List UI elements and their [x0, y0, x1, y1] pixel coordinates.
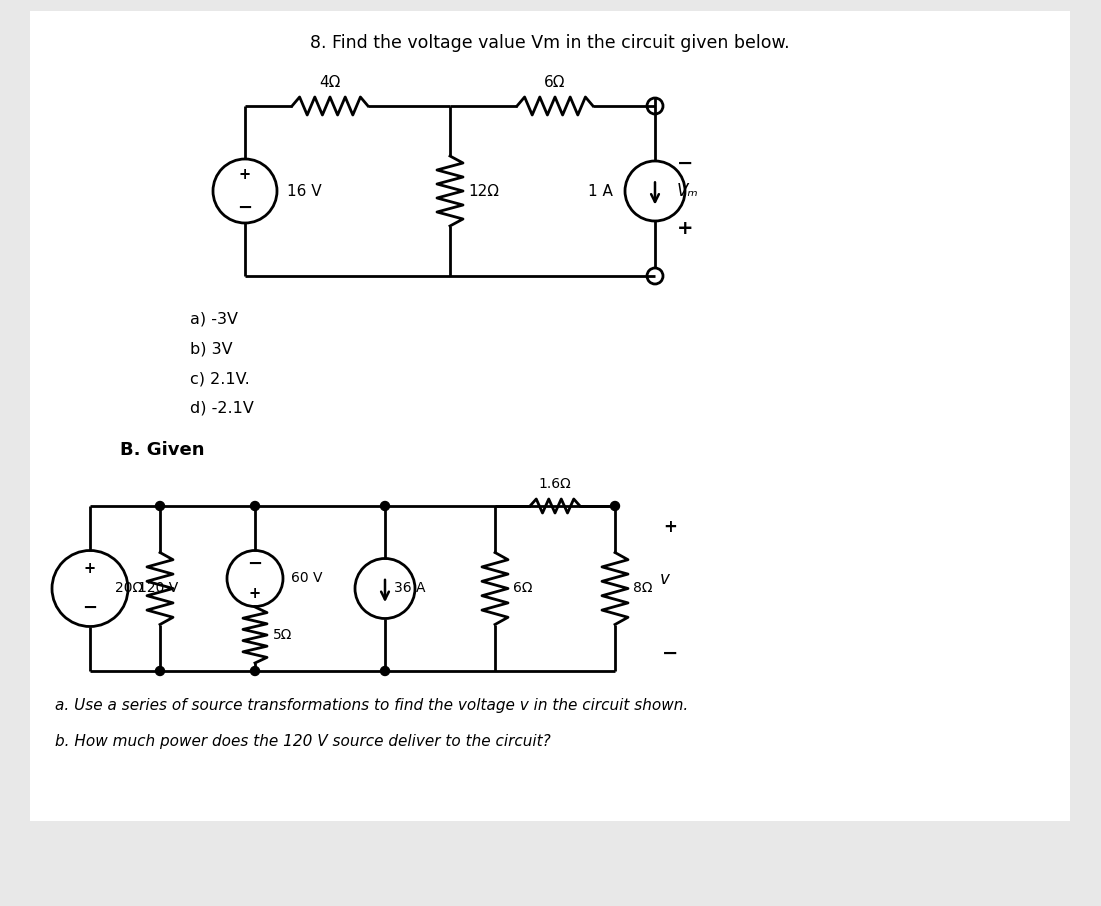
- Text: 6Ω: 6Ω: [513, 582, 533, 595]
- Text: 1 A: 1 A: [588, 184, 613, 198]
- Circle shape: [610, 502, 620, 510]
- Circle shape: [155, 502, 164, 510]
- Text: −: −: [83, 599, 98, 617]
- Circle shape: [155, 667, 164, 676]
- Text: −: −: [662, 644, 678, 663]
- Text: 36 A: 36 A: [393, 582, 425, 595]
- Text: +: +: [84, 561, 96, 576]
- Circle shape: [381, 667, 390, 676]
- Text: 60 V: 60 V: [291, 572, 323, 585]
- Text: +: +: [239, 167, 251, 182]
- Text: Vₘ: Vₘ: [677, 182, 699, 200]
- Text: 16 V: 16 V: [287, 184, 321, 198]
- Text: 5Ω: 5Ω: [273, 628, 293, 642]
- Text: 1.6Ω: 1.6Ω: [538, 477, 571, 491]
- Text: 120 V: 120 V: [138, 582, 178, 595]
- Circle shape: [251, 667, 260, 676]
- Text: −: −: [248, 555, 262, 573]
- Text: 8Ω: 8Ω: [633, 582, 653, 595]
- Text: +: +: [249, 585, 261, 601]
- Circle shape: [381, 502, 390, 510]
- Text: 12Ω: 12Ω: [468, 184, 499, 198]
- Text: a. Use a series of source transformations to find the voltage v in the circuit s: a. Use a series of source transformation…: [55, 698, 688, 713]
- Text: d) -2.1V: d) -2.1V: [190, 401, 254, 416]
- Text: b. How much power does the 120 V source deliver to the circuit?: b. How much power does the 120 V source …: [55, 734, 550, 749]
- Text: −: −: [677, 153, 694, 172]
- Text: B. Given: B. Given: [120, 441, 205, 459]
- Text: v: v: [661, 570, 669, 587]
- Circle shape: [251, 502, 260, 510]
- Text: 20Ω: 20Ω: [115, 582, 143, 595]
- Text: −: −: [238, 198, 252, 217]
- Text: 6Ω: 6Ω: [544, 75, 566, 90]
- Text: c) 2.1V.: c) 2.1V.: [190, 371, 250, 386]
- Text: +: +: [677, 219, 694, 238]
- Text: b) 3V: b) 3V: [190, 341, 232, 356]
- Text: +: +: [663, 518, 677, 536]
- Bar: [30, 11, 1070, 821]
- Text: 4Ω: 4Ω: [319, 75, 340, 90]
- Text: 8. Find the voltage value Vm in the circuit given below.: 8. Find the voltage value Vm in the circ…: [310, 34, 789, 52]
- Text: a) -3V: a) -3V: [190, 311, 238, 326]
